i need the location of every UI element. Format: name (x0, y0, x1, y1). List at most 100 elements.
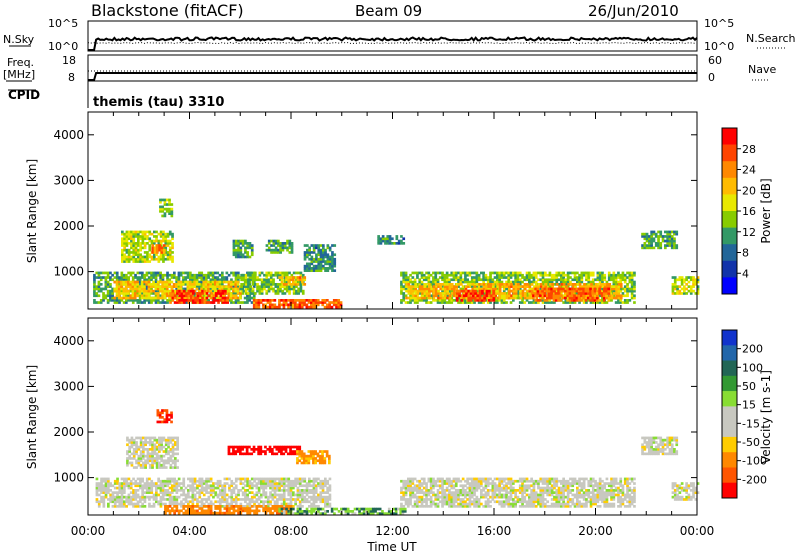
velocity-region-7 (400, 477, 636, 508)
velocity-region-8 (641, 436, 679, 456)
velocity-region-9 (671, 482, 700, 501)
power-region-9 (232, 239, 254, 259)
velocity-colorbar-swatch-1 (722, 345, 737, 361)
power-colorbar-swatch-4 (722, 194, 737, 212)
freq-right-label: Nave (748, 63, 776, 76)
time-tick-label-5: 20:00 (578, 524, 613, 538)
time-tick-label-0: 00:00 (71, 524, 106, 538)
velocity-colorbar-tick-label-0: 200 (742, 343, 763, 356)
power-region-12 (377, 235, 406, 245)
velocity-colorbar-tick-label-4: -15 (742, 417, 760, 430)
velocity-colorbar-swatch-8 (722, 452, 737, 468)
power-colorbar-swatch-0 (722, 128, 737, 145)
noise-panel-frame (87, 20, 698, 52)
power-colorbar-tick-label-3: 16 (742, 205, 756, 218)
date-title: 26/Jun/2010 (588, 2, 679, 20)
power-colorbar-swatch-3 (722, 177, 737, 195)
time-axis-ticks: 00:00 04:00 08:00 12:00 16:00 20:00 00:00 (71, 524, 715, 538)
power-region-2 (169, 289, 229, 304)
power-colorbar-tick-label-4: 12 (742, 226, 756, 239)
velocity-colorbar-swatch-4 (722, 391, 737, 407)
power-colorbar-swatch-8 (722, 260, 737, 278)
velocity-region-6 (278, 507, 407, 515)
power-colorbar-tick-label-5: 8 (742, 247, 749, 260)
velocity-colorbar-swatch-5 (722, 406, 737, 422)
power-region-7 (151, 244, 166, 254)
freq-right-tick-bottom: 0 (708, 71, 715, 84)
freq-left-unit: [MHz] (3, 68, 35, 81)
power-region-16 (532, 287, 611, 302)
power-colorbar-tick-label-2: 20 (742, 184, 756, 197)
velocity-colorbar-swatch-10 (722, 482, 737, 499)
velocity-ytick-label-3: 4000 (53, 334, 84, 348)
power-region-4 (240, 271, 305, 295)
noise-right-label: N.Search (746, 32, 796, 45)
power-colorbar-tick-label-6: 4 (742, 267, 749, 280)
beam-title: Beam 09 (355, 2, 422, 20)
velocity-region-5 (296, 450, 331, 465)
power-region-18 (671, 276, 700, 295)
power-colorbar-tick-label-1: 24 (742, 164, 756, 177)
power-colorbar-swatch-6 (722, 227, 737, 245)
velocity-region-4 (227, 445, 302, 456)
power-region-10 (265, 239, 294, 254)
power-ytick-label-3: 4000 (53, 128, 84, 142)
time-tick-label-2: 08:00 (274, 524, 309, 538)
time-axis-label: Time UT (366, 540, 417, 554)
power-region-8 (159, 198, 174, 218)
power-ytick-label-0: 1000 (53, 265, 84, 279)
power-ylabel: Slant Range [km] (25, 159, 39, 263)
velocity-region-2 (156, 409, 173, 424)
power-panel (93, 198, 700, 309)
freq-right-tick-top: 60 (708, 54, 722, 67)
velocity-colorbar-tick-label-1: 100 (742, 361, 763, 374)
power-colorbar-tick-label-0: 28 (742, 143, 756, 156)
noise-left-label: N.Sky (3, 33, 35, 46)
velocity-colorbar-tick-label-2: 50 (742, 380, 756, 393)
power-ytick-label-1: 2000 (53, 219, 84, 233)
velocity-colorbar-swatch-9 (722, 467, 737, 484)
velocity-region-3 (164, 505, 293, 515)
power-colorbar-swatch-9 (722, 277, 737, 295)
velocity-region-1 (126, 436, 179, 469)
power-colorbar-swatch-2 (722, 161, 737, 179)
velocity-region-0 (95, 477, 332, 508)
velocity-ylabel: Slant Range [km] (25, 365, 39, 469)
velocity-ytick-label-1: 2000 (53, 425, 84, 439)
freq-left-tick-top: 18 (62, 54, 76, 67)
velocity-colorbar-swatch-7 (722, 436, 737, 453)
velocity-ytick-label-0: 1000 (53, 471, 84, 485)
noise-left-tick-top: 10^5 (48, 17, 78, 30)
power-region-17 (641, 230, 679, 250)
time-tick-label-6: 00:00 (680, 524, 715, 538)
power-colorbar-label: Power [dB] (759, 178, 773, 243)
cpid-value: themis (tau) 3310 (93, 95, 224, 110)
velocity-colorbar-tick-label-6: -100 (742, 455, 767, 468)
power-region-15 (455, 289, 496, 302)
velocity-colorbar-swatch-3 (722, 375, 737, 392)
velocity-colorbar-label: Velocity [m s-1] (759, 370, 773, 464)
velocity-panel (95, 409, 700, 515)
power-region-6 (121, 230, 174, 263)
power-colorbar-swatch-5 (722, 211, 737, 228)
noise-search-trace (87, 41, 698, 45)
freq-panel-frame (87, 54, 698, 82)
noise-right-tick-top: 10^5 (704, 17, 734, 30)
cpid-label: CPID (8, 88, 40, 102)
velocity-colorbar-frame (721, 329, 738, 499)
velocity-colorbar-swatch-0 (722, 330, 737, 346)
noise-left-tick-bottom: 10^0 (48, 40, 78, 53)
velocity-colorbar-swatch-2 (722, 360, 737, 377)
freq-left-tick-bottom: 8 (68, 71, 75, 84)
power-colorbar: 28 24 20 16 12 8 4 (721, 127, 756, 295)
power-region-5 (278, 276, 307, 286)
velocity-colorbar: 200 100 50 15 -15 -50 -100 -200 (721, 329, 767, 499)
frequency-trace (88, 72, 697, 81)
power-ytick-label-2: 3000 (53, 173, 84, 187)
power-region-3 (252, 299, 343, 309)
velocity-colorbar-tick-label-7: -200 (742, 473, 767, 486)
velocity-ytick-label-2: 3000 (53, 379, 84, 393)
time-tick-label-3: 12:00 (375, 524, 410, 538)
power-colorbar-swatch-7 (722, 244, 737, 262)
